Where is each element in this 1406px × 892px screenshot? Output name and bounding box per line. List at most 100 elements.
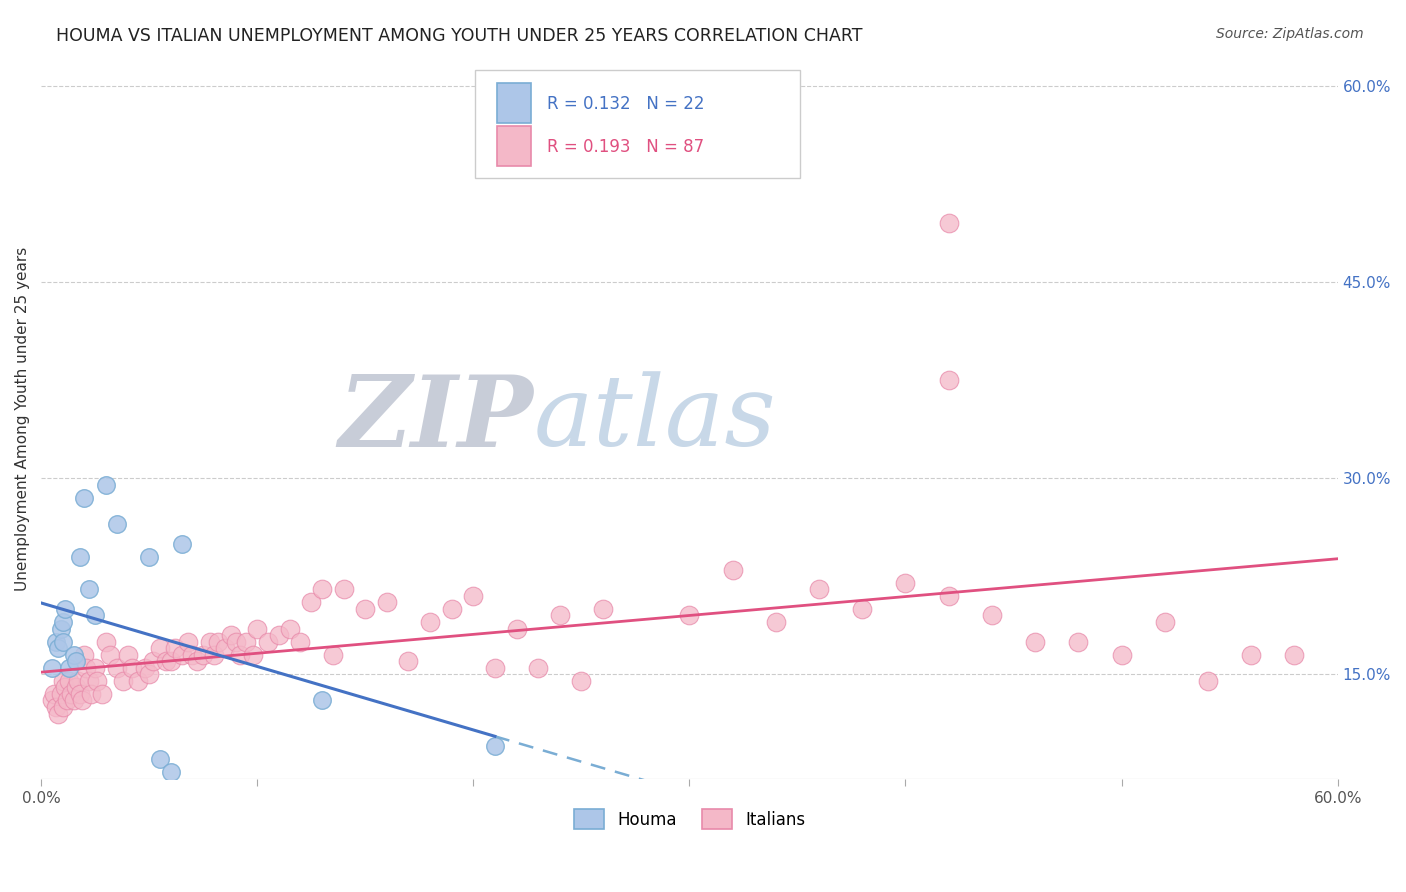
Point [45, 634, 67, 648]
Point [77, 582, 100, 597]
Point [41, 661, 63, 675]
Point [105, 661, 128, 675]
Text: atlas: atlas [534, 372, 776, 467]
Point [375, 595, 398, 609]
Point [138, 667, 160, 681]
Point [569, 673, 592, 688]
Point [505, 622, 527, 636]
Point [229, 648, 252, 662]
Point [278, 622, 301, 636]
Point [1067, 634, 1090, 648]
Point [48, 706, 70, 721]
Point [149, 641, 172, 656]
Point [186, 654, 208, 668]
Point [58, 673, 80, 688]
Text: R = 0.193   N = 87: R = 0.193 N = 87 [547, 138, 704, 156]
Point [1024, 634, 1046, 648]
Point [94, 634, 117, 648]
Point [62, 648, 84, 662]
Text: R = 0.132   N = 22: R = 0.132 N = 22 [547, 95, 704, 113]
Point [1153, 615, 1175, 629]
Point [484, 661, 506, 675]
Point [165, 641, 187, 656]
Point [181, 648, 204, 662]
Point [49, 622, 72, 636]
Point [56, 693, 79, 707]
Point [60, 687, 83, 701]
Point [76, 661, 98, 675]
Point [70, 693, 93, 707]
Point [851, 602, 873, 616]
Point [138, 549, 160, 564]
Point [52, 615, 75, 629]
Point [66, 673, 89, 688]
Point [177, 634, 200, 648]
Point [73, 491, 96, 505]
Point [69, 549, 91, 564]
Point [155, 654, 177, 668]
Point [62, 693, 84, 707]
Point [721, 563, 744, 577]
Point [121, 661, 143, 675]
Point [398, 654, 420, 668]
Point [77, 673, 100, 688]
Point [134, 661, 156, 675]
Point [440, 602, 463, 616]
Point [354, 602, 377, 616]
Point [267, 628, 290, 642]
Point [1111, 648, 1133, 662]
Point [98, 648, 121, 662]
Point [52, 700, 75, 714]
Point [419, 615, 441, 629]
Point [235, 634, 257, 648]
Point [311, 693, 333, 707]
Point [69, 687, 91, 701]
Point [127, 673, 149, 688]
Point [678, 608, 700, 623]
Point [311, 582, 333, 597]
Point [53, 602, 76, 616]
Text: ZIP: ZIP [339, 371, 534, 467]
Point [105, 516, 128, 531]
Point [592, 602, 614, 616]
FancyBboxPatch shape [498, 83, 531, 123]
Point [117, 648, 139, 662]
Point [170, 536, 193, 550]
Point [1284, 648, 1306, 662]
Point [142, 654, 165, 668]
Point [41, 693, 63, 707]
Point [765, 615, 787, 629]
Point [112, 673, 135, 688]
Point [80, 687, 103, 701]
Point [214, 641, 236, 656]
Point [332, 582, 354, 597]
Point [65, 654, 87, 668]
Point [246, 622, 269, 636]
Point [58, 661, 80, 675]
Point [193, 648, 215, 662]
Text: Source: ZipAtlas.com: Source: ZipAtlas.com [1216, 27, 1364, 41]
Point [159, 654, 181, 668]
Point [207, 634, 229, 648]
Point [527, 661, 550, 675]
Point [484, 739, 506, 754]
Point [1240, 648, 1263, 662]
Point [73, 648, 96, 662]
Point [65, 681, 87, 695]
Point [938, 589, 960, 603]
Point [1197, 673, 1219, 688]
Point [463, 589, 485, 603]
Point [48, 641, 70, 656]
Point [938, 373, 960, 387]
Point [938, 216, 960, 230]
Point [299, 595, 322, 609]
Point [52, 634, 75, 648]
Point [53, 681, 76, 695]
Point [84, 608, 107, 623]
Point [94, 477, 117, 491]
Point [52, 673, 75, 688]
Point [198, 634, 221, 648]
Point [149, 752, 172, 766]
Text: HOUMA VS ITALIAN UNEMPLOYMENT AMONG YOUTH UNDER 25 YEARS CORRELATION CHART: HOUMA VS ITALIAN UNEMPLOYMENT AMONG YOUT… [56, 27, 863, 45]
Point [159, 765, 181, 780]
